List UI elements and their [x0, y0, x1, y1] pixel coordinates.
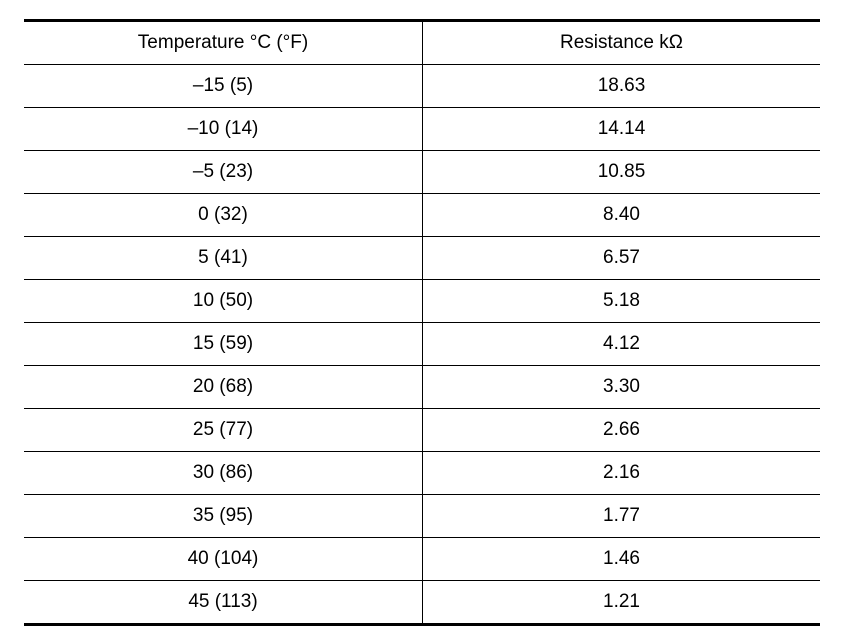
- temperature-cell: 45 (113): [24, 580, 423, 625]
- table-body: –15 (5) 18.63 –10 (14) 14.14 –5 (23) 10.85 0 (…: [24, 64, 820, 625]
- table-row: 15 (59) 4.12: [24, 322, 820, 366]
- resistance-cell: 14.14: [422, 107, 820, 151]
- temperature-cell: 40 (104): [24, 537, 423, 581]
- temperature-cell: –5 (23): [24, 150, 423, 194]
- temperature-cell: 20 (68): [24, 365, 423, 409]
- table-row: 5 (41) 6.57: [24, 236, 820, 280]
- resistance-table: Temperature °C (°F) Resistance kΩ –15 (5)…: [24, 19, 820, 626]
- temperature-cell: –10 (14): [24, 107, 423, 151]
- resistance-cell: 3.30: [422, 365, 820, 409]
- resistance-cell: 8.40: [422, 193, 820, 237]
- temperature-cell: 30 (86): [24, 451, 423, 495]
- table-header: Temperature °C (°F) Resistance kΩ: [24, 20, 820, 65]
- table-row: –5 (23) 10.85: [24, 150, 820, 194]
- table-row: 0 (32) 8.40: [24, 193, 820, 237]
- table-row: 20 (68) 3.30: [24, 365, 820, 409]
- table-row: –15 (5) 18.63: [24, 64, 820, 108]
- table-row: –10 (14) 14.14: [24, 107, 820, 151]
- table-row: 30 (86) 2.16: [24, 451, 820, 495]
- table-row: 35 (95) 1.77: [24, 494, 820, 538]
- resistance-cell: 4.12: [422, 322, 820, 366]
- table-row: 25 (77) 2.66: [24, 408, 820, 452]
- temperature-cell: 10 (50): [24, 279, 423, 323]
- header-cell: Resistance kΩ: [422, 20, 820, 65]
- resistance-cell: 1.21: [603, 591, 640, 612]
- table-row: 45 (113) 1.21: [24, 580, 820, 625]
- resistance-cell: 18.63: [422, 64, 820, 108]
- temperature-cell: 15 (59): [24, 322, 423, 366]
- resistance-cell: 6.57: [422, 236, 820, 280]
- header-cell: Temperature °C (°F): [24, 20, 423, 65]
- resistance-cell: 5.18: [422, 279, 820, 323]
- resistance-cell: 2.66: [422, 408, 820, 452]
- table-row: 40 (104) 1.46: [24, 537, 820, 581]
- table-row: 10 (50) 5.18: [24, 279, 820, 323]
- resistance-cell: 10.85: [422, 150, 820, 194]
- header-row: Temperature °C (°F) Resistance kΩ: [24, 20, 820, 65]
- temperature-cell: 35 (95): [24, 494, 423, 538]
- resistance-cell: 2.16: [422, 451, 820, 495]
- resistance-cell: 1.46: [422, 537, 820, 581]
- resistance-cell: 1.77: [422, 494, 820, 538]
- temperature-cell: 25 (77): [24, 408, 423, 452]
- temperature-cell: 0 (32): [24, 193, 423, 237]
- temperature-cell: –15 (5): [24, 64, 423, 108]
- temperature-cell: 5 (41): [24, 236, 423, 280]
